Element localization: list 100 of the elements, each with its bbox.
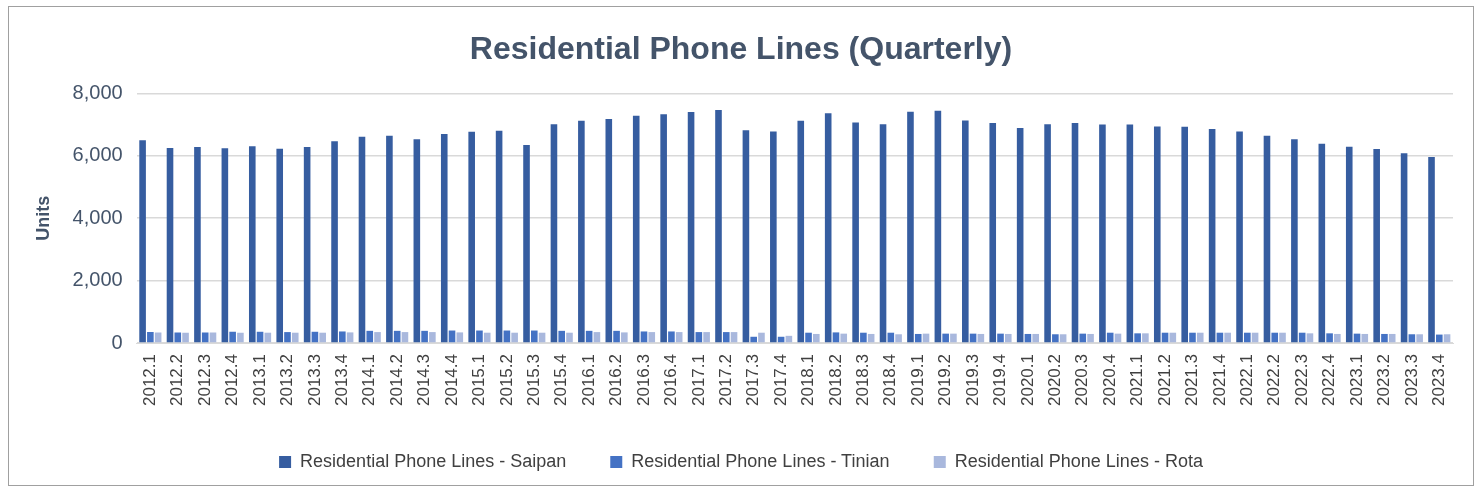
bar — [319, 332, 326, 343]
bar — [852, 122, 859, 343]
bar — [558, 330, 566, 343]
x-tick-label: 2018.2 — [825, 354, 845, 406]
x-tick-label: 2019.3 — [962, 354, 982, 406]
y-tick-label: 8,000 — [72, 80, 123, 103]
bar — [284, 332, 291, 343]
x-tick-label: 2016.1 — [578, 354, 598, 406]
bar — [895, 334, 902, 343]
bar — [291, 332, 299, 343]
bar — [840, 333, 848, 343]
bar — [742, 130, 750, 343]
y-tick-label: 6,000 — [72, 143, 123, 166]
bar — [1373, 148, 1380, 343]
bar — [1052, 334, 1059, 343]
x-tick-label: 2015.3 — [523, 354, 543, 406]
x-tick-label: 2022.4 — [1319, 354, 1339, 406]
bar — [182, 332, 189, 343]
bar — [201, 332, 209, 343]
bar — [483, 332, 491, 343]
bar — [1443, 334, 1451, 343]
x-tick-label: 2023.1 — [1346, 354, 1366, 406]
bar — [550, 124, 558, 343]
bar — [1326, 333, 1333, 343]
bar — [824, 113, 832, 343]
bar — [593, 332, 601, 343]
bar — [346, 332, 354, 343]
x-tick-label: 2014.3 — [414, 354, 434, 406]
bar — [1181, 126, 1188, 343]
bar — [248, 146, 256, 343]
bar — [1345, 146, 1353, 343]
x-tick-label: 2013.2 — [277, 354, 297, 406]
x-tick-label: 2021.3 — [1182, 354, 1202, 406]
bar — [730, 332, 738, 343]
bar — [1189, 332, 1196, 343]
bar — [1306, 333, 1314, 343]
bar — [209, 332, 217, 343]
x-tick-label: 2018.4 — [880, 354, 900, 406]
bar — [413, 139, 421, 343]
bar — [221, 148, 229, 343]
y-tick-label: 0 — [111, 330, 123, 353]
bar — [174, 332, 182, 343]
bar — [942, 333, 949, 343]
legend-label: Residential Phone Lines - Saipan — [300, 450, 567, 471]
x-tick-label: 2020.1 — [1017, 354, 1037, 406]
bar — [1099, 124, 1106, 343]
bar — [860, 332, 867, 343]
x-tick-label: 2017.2 — [715, 354, 735, 406]
x-tick-label: 2013.3 — [304, 354, 324, 406]
x-tick-label: 2014.2 — [386, 354, 406, 406]
bar — [1271, 332, 1279, 343]
bar — [154, 332, 162, 343]
x-tick-label: 2017.3 — [743, 354, 763, 406]
x-tick-label: 2012.1 — [140, 354, 160, 406]
bar — [366, 330, 374, 343]
x-tick-label: 2023.2 — [1374, 354, 1394, 406]
bar — [675, 332, 683, 343]
bar — [797, 120, 805, 343]
x-tick-label: 2018.3 — [853, 354, 873, 406]
bar — [1381, 333, 1388, 343]
x-tick-label: 2022.1 — [1237, 354, 1257, 406]
bar — [613, 330, 620, 343]
bar — [1263, 135, 1271, 343]
bar — [421, 330, 428, 343]
bar — [934, 110, 942, 343]
bar — [989, 123, 997, 343]
bar — [1435, 334, 1443, 343]
x-tick-label: 2015.2 — [496, 354, 516, 406]
bar — [1416, 334, 1423, 343]
y-axis-title: Units — [32, 195, 53, 241]
x-tick-label: 2020.2 — [1045, 354, 1065, 406]
x-tick-label: 2013.4 — [332, 354, 352, 406]
bar — [1087, 333, 1094, 343]
bar — [578, 120, 585, 343]
x-tick-label: 2016.4 — [661, 354, 681, 406]
bar — [770, 131, 777, 343]
legend-label: Residential Phone Lines - Rota — [954, 450, 1204, 471]
bar — [1071, 123, 1079, 343]
bar — [374, 332, 381, 343]
bar — [166, 148, 174, 343]
x-tick-label: 2017.4 — [770, 354, 790, 406]
bar — [805, 332, 812, 343]
legend-label: Residential Phone Lines - Tinian — [631, 450, 890, 471]
bar — [1244, 332, 1251, 343]
bar — [621, 332, 628, 343]
bar — [1016, 128, 1024, 343]
bar — [1361, 333, 1369, 343]
bar — [640, 331, 648, 343]
x-tick-label: 2014.4 — [441, 354, 461, 406]
bar — [303, 147, 311, 343]
bar — [476, 330, 483, 343]
bar — [1400, 153, 1408, 343]
bar — [750, 336, 757, 343]
bar — [1388, 333, 1396, 343]
bar — [695, 332, 703, 343]
bar — [914, 333, 922, 343]
x-tick-label: 2015.1 — [469, 354, 489, 406]
bar — [879, 124, 887, 343]
bar — [566, 332, 573, 343]
bar — [523, 144, 530, 343]
